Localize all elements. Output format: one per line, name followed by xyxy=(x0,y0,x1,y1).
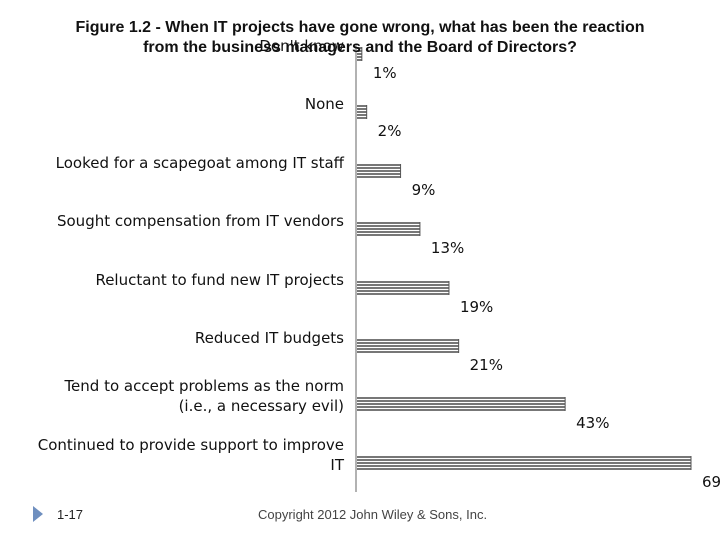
data-label: 69% xyxy=(702,473,720,491)
category-label: Reduced IT budgets xyxy=(195,329,344,347)
chart-title: Figure 1.2 - When IT projects have gone … xyxy=(75,19,645,56)
data-label: 9% xyxy=(412,181,436,199)
slide-arrow-icon xyxy=(33,506,43,522)
category-label: IT xyxy=(330,456,344,474)
category-label: Continued to provide support to improve xyxy=(38,436,344,454)
bar xyxy=(357,456,691,470)
page-number: 1-17 xyxy=(57,507,84,522)
data-label: 43% xyxy=(576,414,609,432)
category-label: None xyxy=(305,95,344,113)
data-label: 13% xyxy=(431,239,464,257)
category-label: Sought compensation from IT vendors xyxy=(57,212,344,230)
category-label: Looked for a scapegoat among IT staff xyxy=(56,154,345,172)
copyright-notice: Copyright 2012 John Wiley & Sons, Inc. xyxy=(258,507,488,522)
bar xyxy=(357,164,401,178)
category-label: Reluctant to fund new IT projects xyxy=(95,271,344,289)
bar xyxy=(357,47,362,61)
data-label: 2% xyxy=(378,122,402,140)
bar xyxy=(357,222,420,236)
category-label: Don't know xyxy=(259,37,344,55)
bar xyxy=(357,339,459,353)
category-label: Tend to accept problems as the norm xyxy=(63,377,344,395)
bar xyxy=(357,105,367,119)
data-label: 19% xyxy=(460,298,493,316)
bar xyxy=(357,281,449,295)
category-label: (i.e., a necessary evil) xyxy=(179,397,344,415)
bar xyxy=(357,397,566,411)
data-label: 1% xyxy=(373,64,397,82)
data-label: 21% xyxy=(470,356,503,374)
